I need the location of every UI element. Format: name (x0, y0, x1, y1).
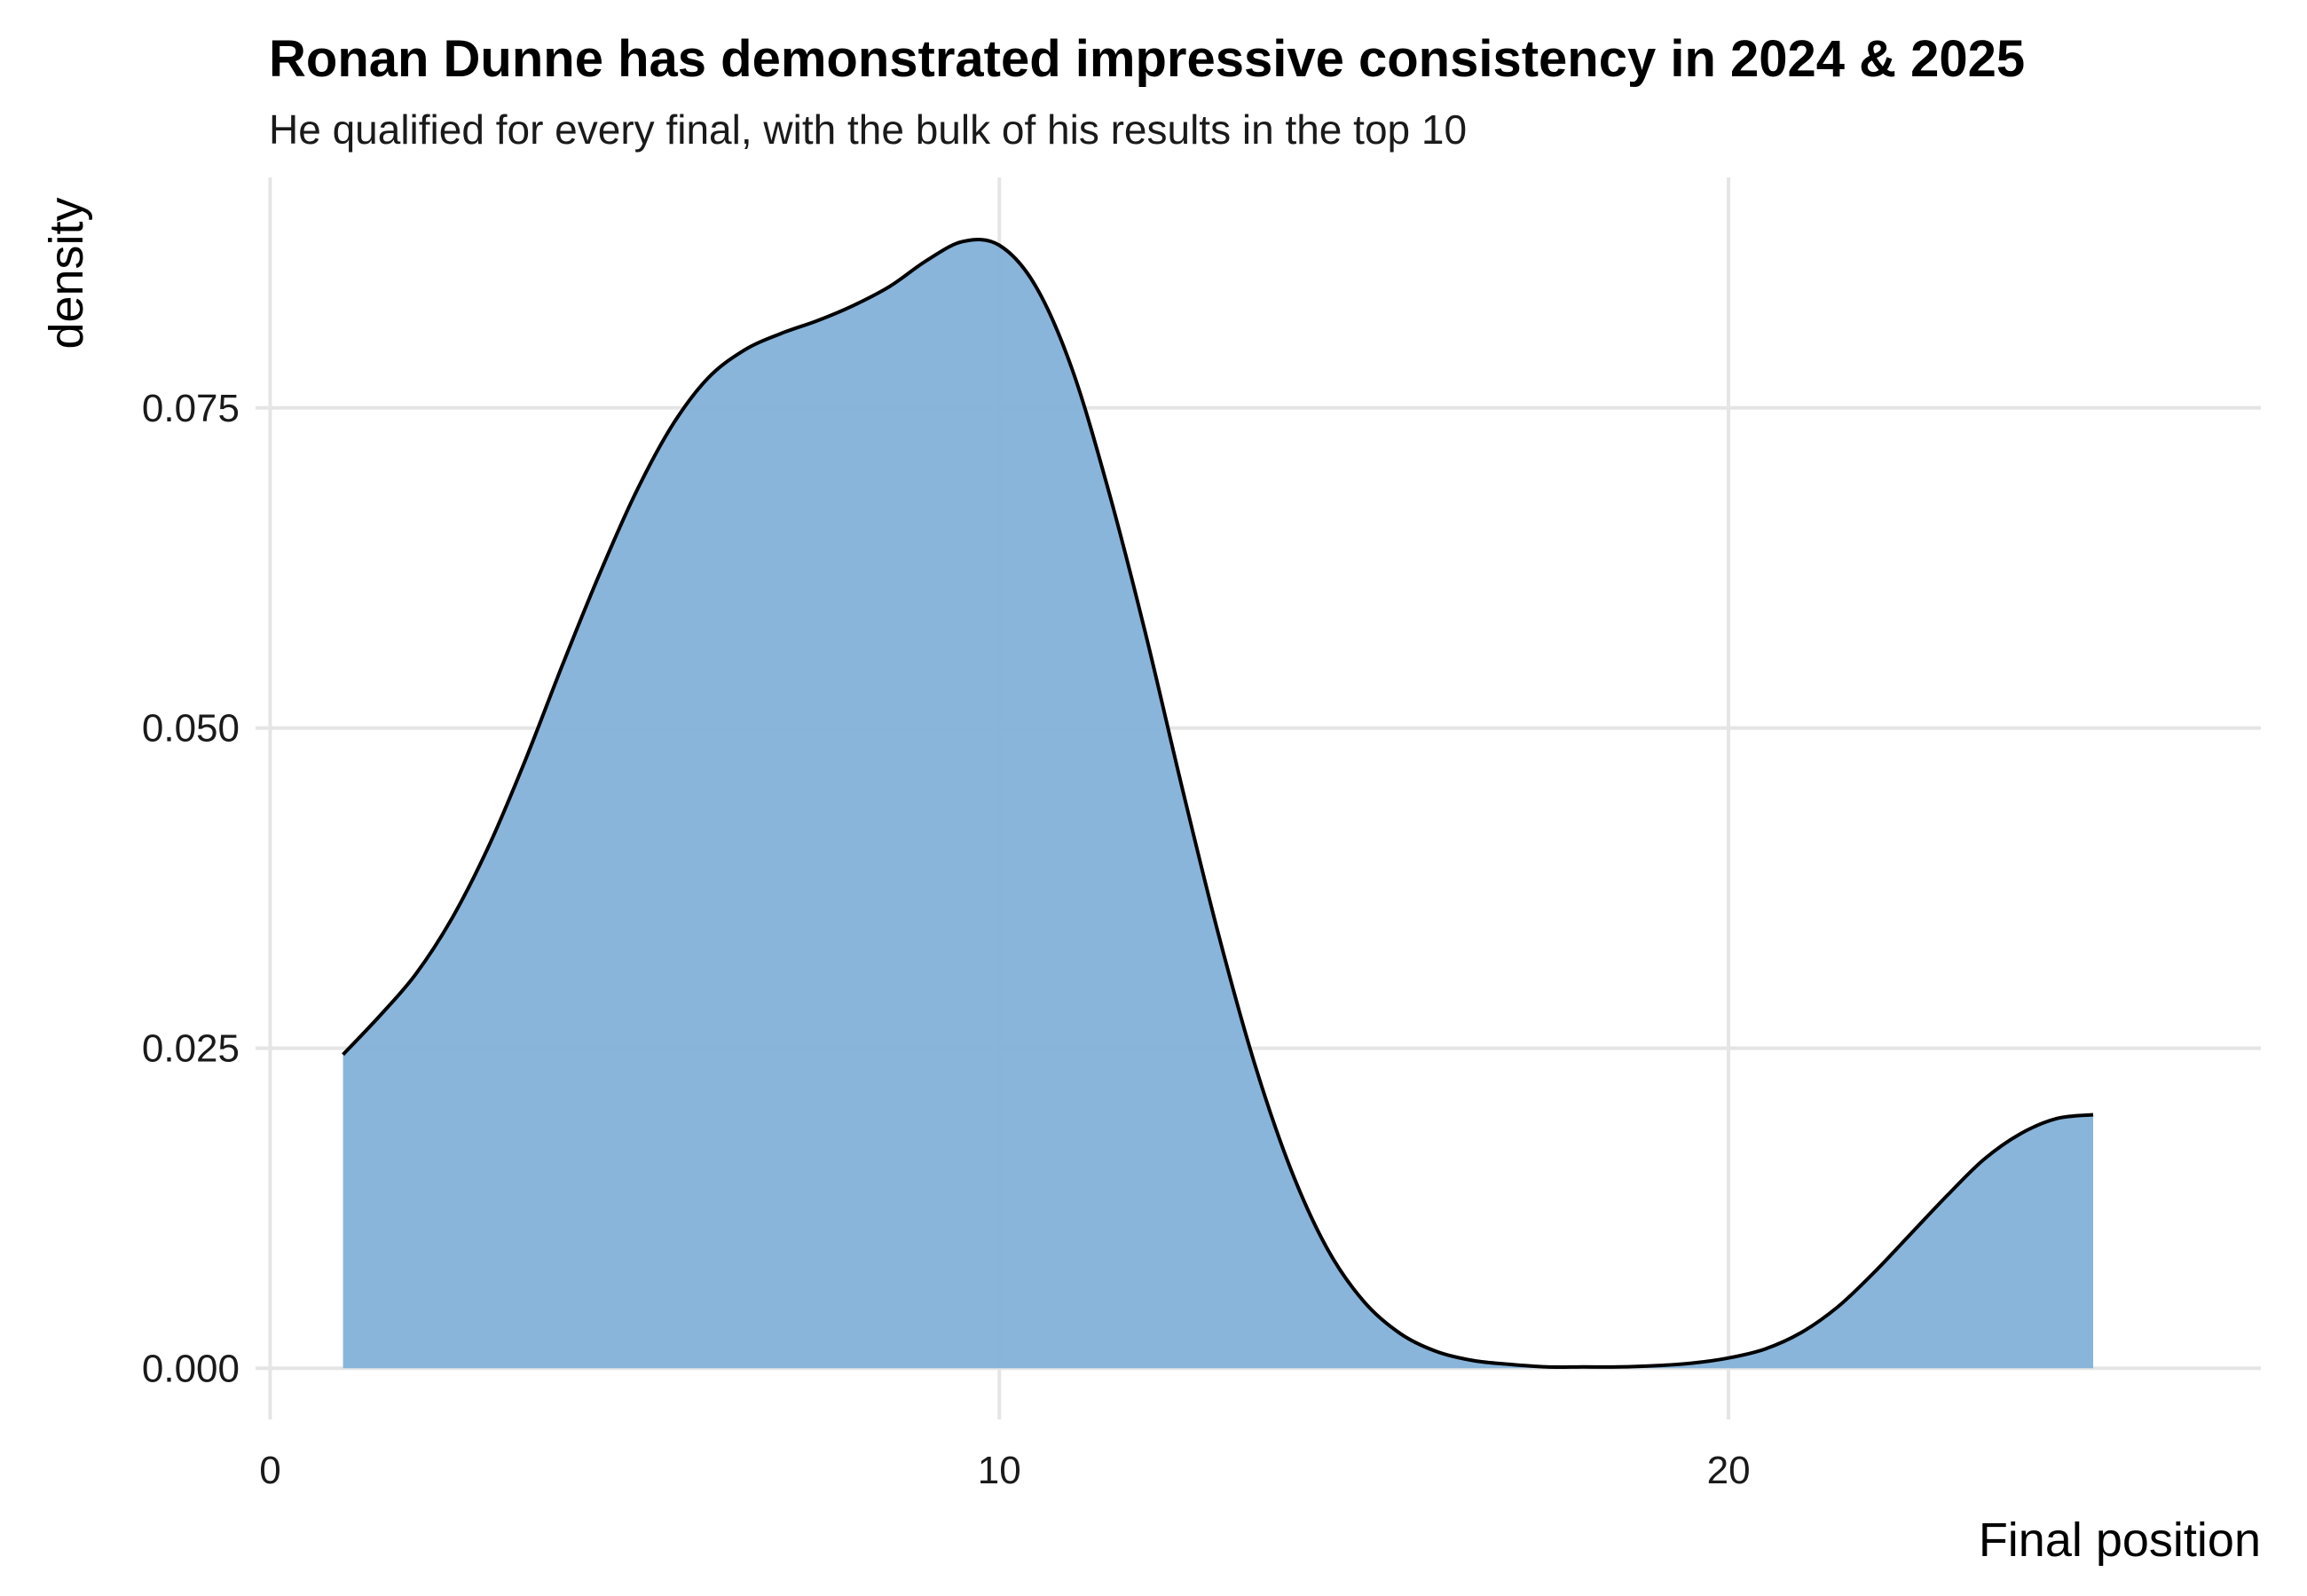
x-tick-label-20: 20 (1707, 1449, 1751, 1492)
chart-title: Ronan Dunne has demonstrated impressive … (269, 30, 2025, 88)
density-curve-line (342, 238, 2094, 1370)
density-area-fill (343, 240, 2094, 1369)
axis-tick-labels: 0 10 20 0.000 0.025 0.050 0.075 (142, 387, 1751, 1492)
x-tick-label-10: 10 (978, 1449, 1021, 1492)
density-area-group (342, 238, 2094, 1370)
y-tick-label-0: 0.000 (142, 1347, 240, 1390)
y-tick-label-3: 0.075 (142, 387, 240, 430)
x-tick-label-0: 0 (259, 1449, 280, 1492)
y-tick-label-2: 0.050 (142, 707, 240, 751)
y-axis-title: density (40, 197, 93, 349)
x-axis-title: Final position (1979, 1513, 2261, 1567)
chart-subtitle: He qualified for every final, with the b… (269, 106, 1467, 153)
y-tick-label-1: 0.025 (142, 1026, 240, 1070)
